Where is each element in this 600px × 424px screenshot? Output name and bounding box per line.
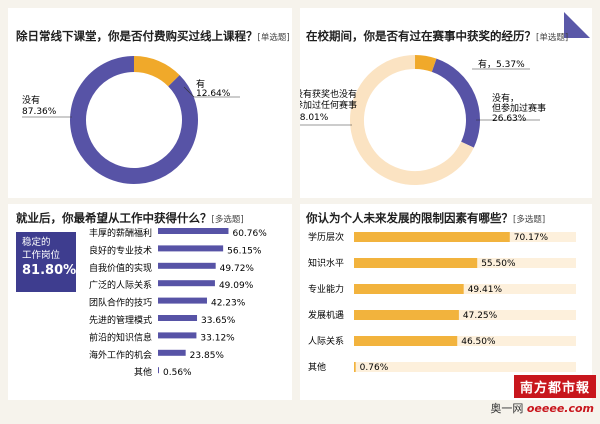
donut-slice-1 <box>431 58 480 148</box>
donut-slice-0 <box>414 55 437 72</box>
donut-slice-2 <box>350 55 474 185</box>
bar <box>158 280 215 287</box>
brand-sub-en: oeeee.com <box>526 402 594 415</box>
donut1-leader-yes <box>183 86 195 98</box>
bar-track <box>354 310 576 320</box>
bar-value-label: 0.76% <box>360 363 389 373</box>
bar <box>354 232 510 242</box>
chart1-tag: [单选题] <box>257 33 290 43</box>
bar-value-label: 23.85% <box>190 351 225 361</box>
donut1-value-no: 87.36% <box>22 107 57 117</box>
chart3-tag: [多选题] <box>211 215 244 225</box>
stable-job-label1: 稳定的 <box>22 237 51 248</box>
donut1-value-yes: 12.64% <box>196 89 231 99</box>
bar-category-label: 前沿的知识信息 <box>89 331 152 343</box>
chart1-title: 除日常线下课堂，你是否付费购买过线上课程？[单选题] <box>16 28 290 44</box>
bar-track <box>354 362 576 372</box>
donut-chart-online-course: 有 12.64% 没有 87.36% <box>22 56 240 184</box>
bar-category-label: 学历层次 <box>308 231 344 243</box>
bar <box>354 258 478 268</box>
stable-job-label2: 工作岗位 <box>22 250 61 261</box>
bar-category-label: 先进的管理模式 <box>89 314 152 326</box>
bar-category-label: 知识水平 <box>308 257 344 269</box>
brand-sub: 奥一网 oeeee.com <box>490 400 594 416</box>
bar-category-label: 广泛的人际关系 <box>89 279 152 291</box>
donut2-label-noparticipated-2: 但参加过赛事 <box>492 102 546 114</box>
bar-value-label: 49.09% <box>219 281 254 291</box>
bar-track <box>354 284 576 294</box>
chart1-title-text: 除日常线下课堂，你是否付费购买过线上课程？ <box>16 29 258 43</box>
donut1-label-no: 没有 <box>22 94 40 106</box>
donut-chart-award: 有，5.37% 没有， 但参加过赛事 26.63% 没有获奖也没有 参加过任何赛… <box>300 55 546 185</box>
bar-category-label: 丰厚的薪酬福利 <box>89 227 152 239</box>
bar-value-label: 49.41% <box>468 285 503 295</box>
chart4-title-text: 你认为个人未来发展的限制因素有哪些？ <box>306 211 513 225</box>
bar-chart-limit-factors: 学历层次 70.17% 知识水平 55.50% 专业能力 49.41% 发展机遇 47.25%… <box>308 231 576 373</box>
donut2-slices <box>350 55 480 185</box>
bar-track <box>354 336 576 346</box>
bar-value-label: 33.65% <box>201 316 236 326</box>
bar-category-label: 自我价值的实现 <box>89 262 152 274</box>
donut2-label-yes-t: 有 <box>478 58 487 70</box>
donut-slice-0 <box>133 56 180 87</box>
donut2-value-none: 68.01% <box>300 113 329 123</box>
bar <box>158 297 207 304</box>
donut1-slices <box>70 56 198 184</box>
bar-value-label: 0.56% <box>163 368 192 378</box>
chart4-title: 你认为个人未来发展的限制因素有哪些？[多选题] <box>306 210 545 226</box>
donut1-label-yes: 有 <box>196 78 205 90</box>
bar <box>158 228 229 234</box>
chart2-title: 在校期间，你是否有过在赛事中获奖的经历？[单选题] <box>306 28 568 44</box>
bar <box>158 367 159 374</box>
bar-value-label: 55.50% <box>481 259 516 269</box>
bar-value-label: 42.23% <box>211 299 246 309</box>
chart3-title: 就业后，你最希望从工作中获得什么？[多选题] <box>16 210 244 226</box>
bar <box>158 332 197 339</box>
corner-triangle <box>564 12 590 38</box>
bar-category-label: 团队合作的技巧 <box>89 297 152 309</box>
bar <box>354 336 458 346</box>
bar-category-label: 人际关系 <box>308 335 344 347</box>
bar-category-label: 发展机遇 <box>308 309 344 321</box>
chart3-title-text: 就业后，你最希望从工作中获得什么？ <box>16 211 212 225</box>
donut2-label-yes: 有，5.37% <box>478 58 525 70</box>
bar-category-label: 海外工作的机会 <box>89 349 152 361</box>
bar <box>158 349 186 356</box>
bar-value-label: 70.17% <box>514 233 549 243</box>
bar-value-label: 46.50% <box>461 337 496 347</box>
bar <box>158 315 198 321</box>
bar <box>354 362 356 372</box>
bar-value-label: 49.72% <box>220 264 255 274</box>
bar-category-label: 良好的专业技术 <box>89 244 152 256</box>
bar-value-label: 33.12% <box>200 333 235 343</box>
donut2-label-none-1: 没有获奖也没有 <box>300 88 357 100</box>
donut2-value-noparticipated: 26.63% <box>492 114 527 124</box>
chart2-title-text: 在校期间，你是否有过在赛事中获奖的经历？ <box>306 29 536 43</box>
brand-logo: 南方都市報 <box>513 375 596 398</box>
bar-category-label: 其他 <box>134 366 152 378</box>
bar <box>354 310 459 320</box>
donut2-value-yes: 5.37% <box>496 60 525 70</box>
donut2-label-noparticipated-1: 没有， <box>492 92 519 104</box>
donut-slice-1 <box>70 56 198 184</box>
donut2-label-none-2: 参加过任何赛事 <box>300 99 357 111</box>
chart2-tag: [单选题] <box>536 33 569 43</box>
bar-chart-job-expect: 丰厚的薪酬福利 60.76% 良好的专业技术 56.15% 自我价值的实现 49.72% 广… <box>89 227 267 378</box>
bar <box>158 262 216 269</box>
chart4-tag: [多选题] <box>513 215 546 225</box>
bar-category-label: 其他 <box>308 361 326 373</box>
bar-value-label: 60.76% <box>232 229 267 239</box>
bar <box>158 245 224 252</box>
brand-sub-cn: 奥一网 <box>490 402 524 415</box>
bar-value-label: 56.15% <box>227 246 262 256</box>
stable-job-highlight: 稳定的 工作岗位 81.80% <box>16 232 76 292</box>
bar-value-label: 47.25% <box>463 311 498 321</box>
stable-job-value: 81.80% <box>22 263 77 278</box>
bar-category-label: 专业能力 <box>308 283 344 295</box>
bar <box>354 284 464 294</box>
